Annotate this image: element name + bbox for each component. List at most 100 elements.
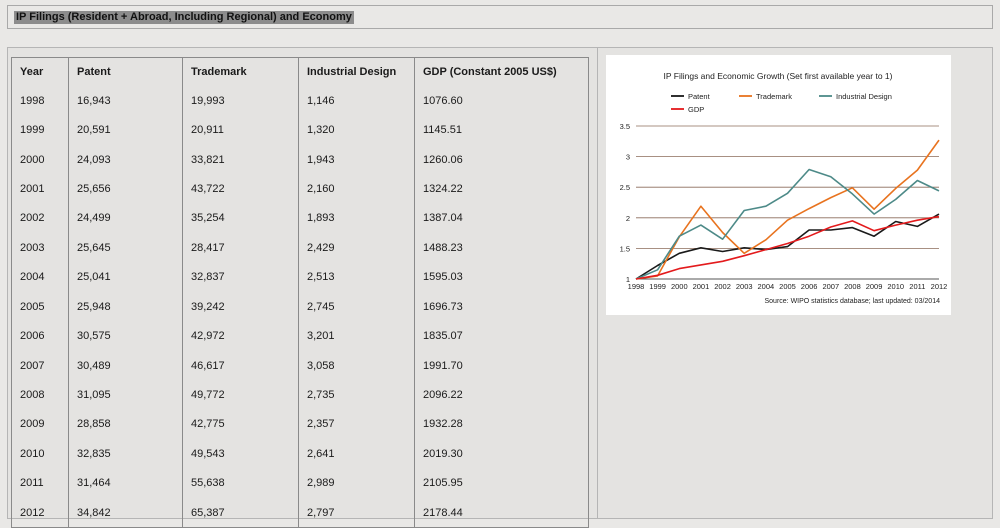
- section-header: IP Filings (Resident + Abroad, Including…: [7, 5, 993, 29]
- cell-year: 2011: [11, 468, 69, 498]
- cell-trademark: 49,543: [182, 439, 299, 469]
- cell-gdp: 1696.73: [423, 300, 463, 313]
- x-tick-label: 2012: [931, 282, 948, 291]
- table-row: 2007 30,489 46,617 3,058 1991.70: [11, 350, 589, 381]
- table-row: 2006 30,575 42,972 3,201 1835.07: [11, 321, 589, 351]
- series-line-gdp: [635, 215, 940, 280]
- x-tick-label: 2006: [801, 282, 818, 291]
- cell-gdp: 1076.60: [423, 94, 463, 107]
- cell-patent: 20,591: [68, 115, 183, 145]
- x-tick-label: 1999: [649, 282, 666, 291]
- cell-year: 2008: [11, 380, 69, 410]
- cell-year: 2004: [11, 262, 69, 292]
- cell-gdp: 1595.03: [423, 271, 463, 284]
- section-title: IP Filings (Resident + Abroad, Including…: [14, 11, 354, 24]
- cell-patent: 16,943: [68, 86, 183, 116]
- cell-industrial-design: 1,320: [298, 115, 415, 145]
- cell-trademark: 20,911: [182, 115, 299, 145]
- cell-patent: 24,093: [68, 144, 183, 175]
- cell-year: 2006: [11, 321, 69, 351]
- legend-label-industrial-design: Industrial Design: [836, 92, 892, 101]
- y-tick-label: 2.5: [620, 183, 630, 192]
- cell-patent: 34,842: [68, 497, 183, 528]
- cell-patent: 31,464: [68, 468, 183, 498]
- table-row: 2008 31,095 49,772 2,735 2096.22: [11, 380, 589, 410]
- table-row: 1999 20,591 20,911 1,320 1145.51: [11, 115, 589, 145]
- cell-year: 2003: [11, 233, 69, 263]
- y-axis: 1 1.5 2 2.5 3 3.5: [620, 122, 630, 284]
- x-tick-label: 1998: [628, 282, 645, 291]
- x-tick-label: 2000: [671, 282, 688, 291]
- cell-industrial-design: 3,058: [298, 350, 415, 381]
- cell-trademark: 19,993: [182, 86, 299, 116]
- col-header-patent: Patent: [68, 57, 183, 86]
- cell-industrial-design: 3,201: [298, 321, 415, 351]
- legend-label-gdp: GDP: [688, 105, 704, 114]
- x-tick-label: 2004: [758, 282, 775, 291]
- x-tick-label: 2001: [693, 282, 710, 291]
- table-row: 2000 24,093 33,821 1,943 1260.06: [11, 144, 589, 175]
- cell-year: 2005: [11, 291, 69, 322]
- cell-gdp: 2096.22: [423, 388, 463, 401]
- cell-patent: 25,645: [68, 233, 183, 263]
- cell-industrial-design: 2,641: [298, 439, 415, 469]
- table-row: 2002 24,499 35,254 1,893 1387.04: [11, 203, 589, 234]
- cell-patent: 28,858: [68, 409, 183, 440]
- chart-card: IP Filings and Economic Growth (Set firs…: [606, 55, 951, 315]
- cell-gdp: 2178.44: [423, 506, 463, 519]
- chart-source: Source: WIPO statistics database; last u…: [765, 298, 941, 305]
- cell-patent: 25,948: [68, 291, 183, 322]
- cell-patent: 25,656: [68, 174, 183, 204]
- col-header-year: Year: [11, 57, 69, 86]
- table-row: 2001 25,656 43,722 2,160 1324.22: [11, 174, 589, 204]
- x-tick-label: 2011: [909, 282, 925, 291]
- cell-patent: 30,575: [68, 321, 183, 351]
- cell-industrial-design: 2,745: [298, 291, 415, 322]
- cell-industrial-design: 1,146: [298, 86, 415, 116]
- cell-gdp: 1835.07: [423, 330, 463, 343]
- y-tick-label: 1.5: [620, 244, 630, 253]
- y-tick-label: 2: [626, 214, 630, 223]
- cell-industrial-design: 2,357: [298, 409, 415, 440]
- cell-trademark: 28,417: [182, 233, 299, 263]
- cell-industrial-design: 2,797: [298, 497, 415, 528]
- cell-patent: 30,489: [68, 350, 183, 381]
- cell-trademark: 39,242: [182, 291, 299, 322]
- cell-gdp: 1387.04: [423, 212, 463, 225]
- line-chart: IP Filings and Economic Growth (Set firs…: [620, 71, 948, 305]
- cell-year: 2007: [11, 350, 69, 381]
- table-row: 2003 25,645 28,417 2,429 1488.23: [11, 233, 589, 263]
- y-tick-label: 3: [626, 153, 630, 162]
- cell-industrial-design: 2,429: [298, 233, 415, 263]
- x-tick-label: 2003: [736, 282, 753, 291]
- x-axis: 1998 1999 2000 2001 2002 2003 2004 2005 2006 2007…: [628, 282, 948, 291]
- cell-year: 2010: [11, 439, 69, 469]
- table-row: 2009 28,858 42,775 2,357 1932.28: [11, 409, 589, 440]
- cell-patent: 32,835: [68, 439, 183, 469]
- series-line-patent: [635, 213, 940, 280]
- cell-year: 1999: [11, 115, 69, 145]
- table-row: 2004 25,041 32,837 2,513 1595.03: [11, 262, 589, 292]
- cell-year: 1998: [11, 86, 69, 116]
- col-header-gdp: GDP (Constant 2005 US$): [423, 66, 557, 78]
- ip-filings-table: Year Patent Trademark Industrial Design …: [11, 57, 589, 528]
- chart-grid: [636, 125, 939, 280]
- cell-year: 2002: [11, 203, 69, 234]
- cell-year: 2001: [11, 174, 69, 204]
- col-header-industrial-design: Industrial Design: [298, 57, 415, 86]
- y-tick-label: 1: [626, 275, 630, 284]
- cell-patent: 31,095: [68, 380, 183, 410]
- cell-trademark: 55,638: [182, 468, 299, 498]
- panel-divider: [597, 48, 598, 518]
- cell-year: 2000: [11, 144, 69, 175]
- cell-industrial-design: 1,893: [298, 203, 415, 234]
- series-line-trademark: [635, 139, 940, 280]
- table-row: 2011 31,464 55,638 2,989 2105.95: [11, 468, 589, 498]
- cell-trademark: 35,254: [182, 203, 299, 234]
- chart-legend: Patent Trademark Industrial Design GDP: [671, 92, 892, 114]
- table-row: 2005 25,948 39,242 2,745 1696.73: [11, 291, 589, 322]
- legend-label-trademark: Trademark: [756, 92, 792, 101]
- cell-trademark: 43,722: [182, 174, 299, 204]
- cell-patent: 25,041: [68, 262, 183, 292]
- x-tick-label: 2008: [844, 282, 861, 291]
